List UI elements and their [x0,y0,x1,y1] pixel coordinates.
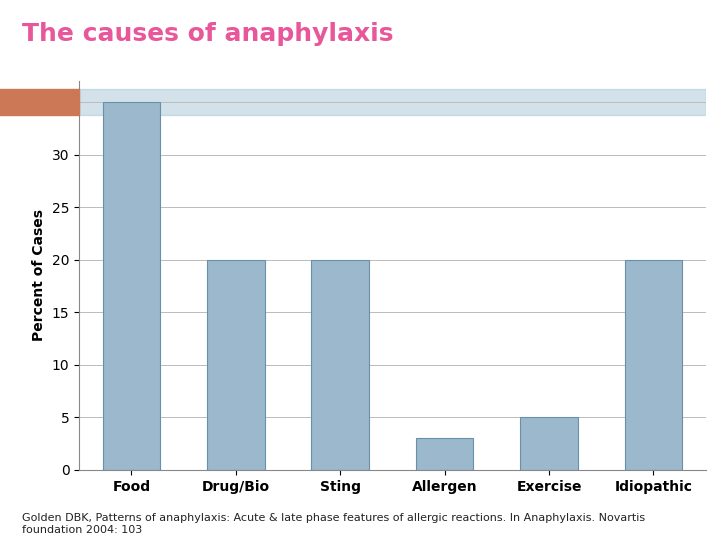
Y-axis label: Percent of Cases: Percent of Cases [32,210,46,341]
Bar [416,438,473,470]
Text: Golden DBK, Patterns of anaphylaxis: Acute & late phase features of allergic rea: Golden DBK, Patterns of anaphylaxis: Acu… [22,513,644,535]
Bar [79,90,706,114]
Text: The causes of anaphylaxis: The causes of anaphylaxis [22,22,393,45]
Bar [207,260,264,470]
Bar [312,260,369,470]
Bar [521,417,577,470]
Bar [103,102,160,470]
Bar [625,260,682,470]
Bar [0,90,79,114]
